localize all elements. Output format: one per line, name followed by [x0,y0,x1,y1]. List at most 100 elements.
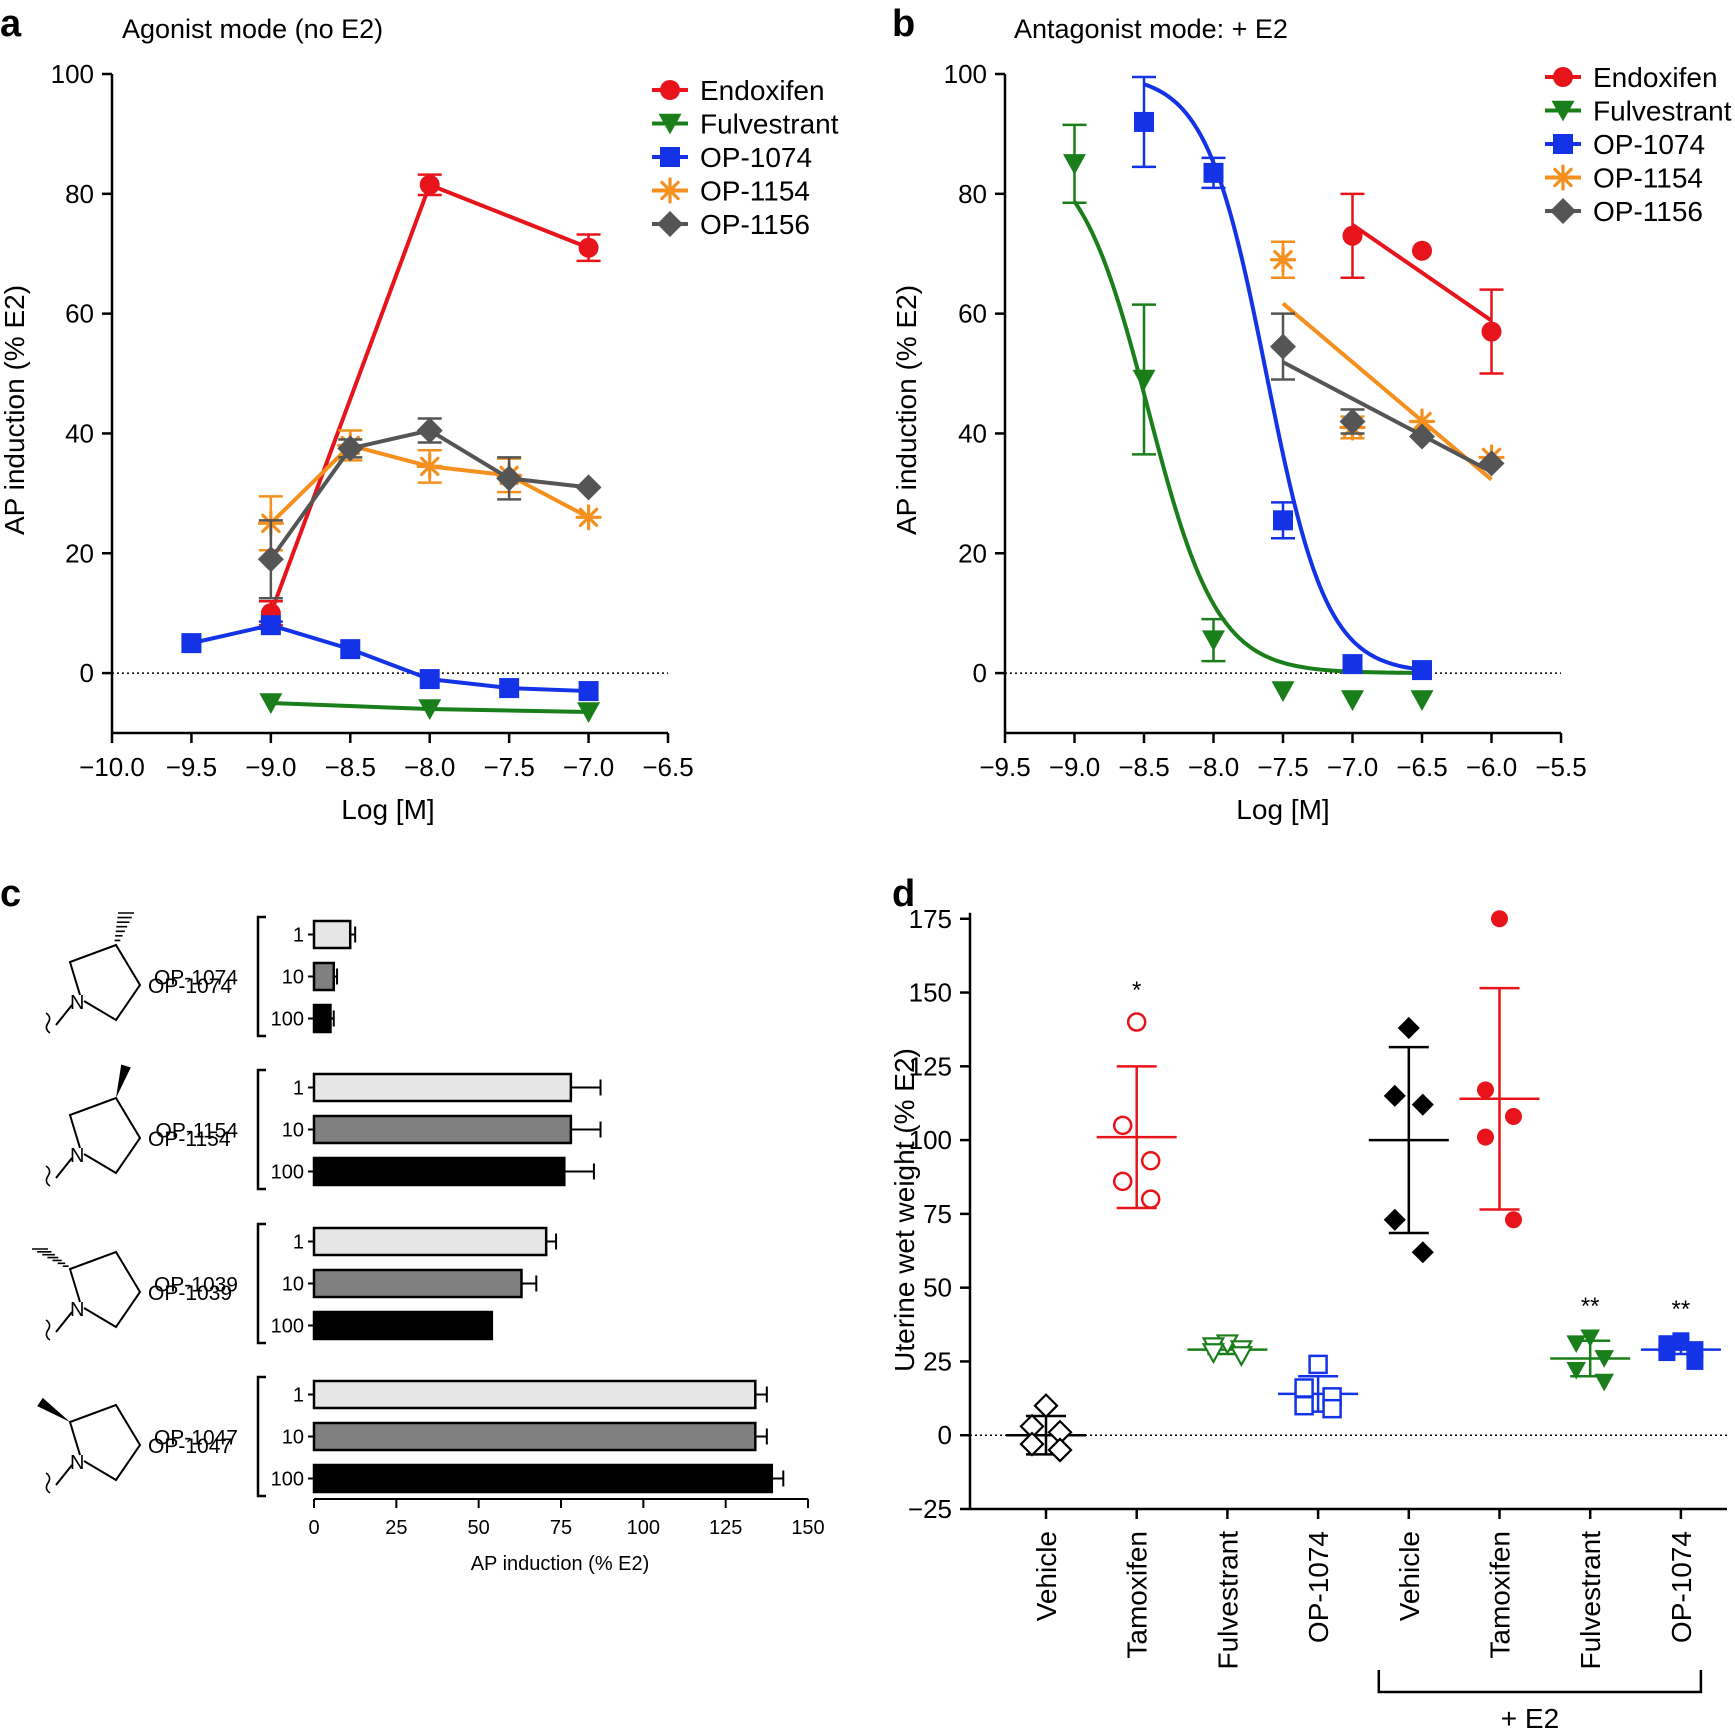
panel-c-bar [312,1379,757,1410]
panel-c-bar [312,1226,548,1257]
panel-d-group-4-op-1074: OP-1074 [1278,1354,1359,1643]
panel-c-group-op-1047: OP-1047 1 10 100 N OP-1047 [37,1375,785,1498]
panel-a-legend-marker [658,113,682,135]
panel-b-op-1154-point [1408,408,1436,435]
panel-b-series-op-1074 [1132,75,1432,681]
panel-b-legend-marker [1553,67,1573,87]
panel-a-ytick-label: 20 [65,538,94,568]
panel-a-endoxifen-line [268,182,590,614]
panel-b-fulvestrant-point [1341,690,1364,711]
panel-d-point [1383,1084,1406,1107]
panel-c-bar [312,1421,757,1452]
panel-a-title: Agonist mode (no E2) [122,14,383,44]
panel-d-xtick-label: OP-1074 [1666,1531,1697,1643]
panel-a-ytick-label: 80 [65,179,94,209]
panel-d-group-7-fulvestrant: Fulvestrant ** [1550,1293,1631,1670]
panel-d-point [1477,1128,1494,1146]
panel-b-op-1074-point [1342,654,1363,675]
panel-d-point [1566,1361,1586,1380]
structure-wavy-bond [45,1319,51,1341]
panel-a-xtick-label: −8.5 [325,752,376,782]
panel-a-op-1156-point [337,435,364,462]
panel-a-xtick-label: −6.5 [642,752,693,782]
panel-b-op-1156-point [1409,423,1435,450]
panel-b-endoxifen-point [1342,225,1363,246]
panel-a-op-1074-point [340,639,361,660]
panel-a-xtick-label: −8.0 [404,752,455,782]
panel-b-ylabel: AP induction (% E2) [891,285,922,535]
panel-a-legend-label: OP-1156 [700,209,810,240]
panel-d-significance: ** [1581,1293,1600,1320]
panel-d-point [1505,1107,1522,1125]
panel-d-significance: * [1132,977,1141,1004]
panel-b-op-1156-point [1339,408,1366,435]
panel-d-ytick-label: 150 [909,978,952,1008]
panel-d-point [1566,1335,1586,1354]
panel-c-level-label: 100 [271,1469,304,1491]
panel-b-op-1154-point [1269,246,1297,273]
panel-d-xtick-label: Vehicle [1394,1531,1425,1621]
panel-c-bar [312,1463,774,1494]
panel-b-series-endoxifen [1340,192,1504,375]
panel-a-op-1074-point [578,681,599,702]
panel-d-point [1491,910,1508,928]
panel-c-bar [312,961,336,992]
panel-a-fulvestrant-point [418,699,442,720]
panel-a-legend-label: OP-1074 [700,142,812,173]
panel-a-fulvestrant-point [577,702,601,723]
panel-a-legend-marker [657,211,683,237]
panel-c-plot: 0 25 50 75 100 125 150OP-1074110100NOP-1074OP-… [32,912,825,1539]
panel-c-xtick-label: 50 [468,1517,490,1539]
panel-b-ytick-label: 60 [958,299,987,329]
panel-b-ytick-label: 0 [973,658,987,688]
panel-a-endoxifen-point [419,174,440,195]
panel-b-op-1156-point [1270,333,1296,360]
structure-wavy-bond [45,1012,51,1034]
panel-b-op-1156-point [1478,450,1505,477]
panel-b-xtick-label: −9.0 [1049,752,1100,782]
panel-d-group-3-fulvestrant: Fulvestrant [1187,1334,1268,1670]
panel-d-ytick-label: 50 [923,1273,952,1303]
panel-d-point [1308,1354,1328,1375]
panel-c-bar [312,1003,332,1034]
panel-b-series-op-1154 [1269,240,1505,482]
panel-c-bar [312,1072,573,1103]
panel-c-structure-op-1047: N OP-1047 [37,1397,232,1494]
panel-c-level-label: 10 [282,1120,304,1142]
structure-n-bond [55,1004,73,1026]
structure-compound-label: OP-1074 [148,975,232,998]
panel-c-level-label: 1 [293,1232,304,1254]
panel-b-op-1074-point [1203,162,1224,183]
panel-a-series-fulvestrant [259,693,601,723]
panel-b-xtick-label: −7.0 [1327,752,1378,782]
panel-b-xtick-label: −9.5 [979,752,1030,782]
panel-d-xtick-label: Tamoxifen [1485,1531,1516,1659]
panel-a-ytick-label: 100 [51,59,94,89]
structure-ring [68,1096,142,1175]
panel-a-xtick-label: −7.5 [483,752,534,782]
panel-a-ytick-label: 40 [65,418,94,448]
structure-n-bond [55,1464,73,1486]
panel-d-ytick-label: −25 [908,1494,952,1524]
panel-b-op-1074-point [1273,510,1293,531]
panel-b-ytick-label: 80 [958,179,987,209]
panel-d-ytick-label: 25 [923,1346,952,1376]
panel-c-structure-op-1039: N OP-1039 [32,1248,232,1341]
panel-b-ytick-label: 100 [944,59,987,89]
panel-c-group-bracket [256,1375,266,1498]
panel-c-structure-op-1154: N OP-1154 [45,1064,231,1187]
structure-wavy-bond [45,1472,51,1494]
panel-a-op-1154-point [575,504,602,531]
panel-d-point [1294,1395,1314,1416]
panel-b-xtick-label: −8.5 [1118,752,1169,782]
panel-d-point [1126,1012,1147,1032]
panel-c-group-bracket [256,1068,266,1191]
panel-c-level-label: 1 [293,925,304,947]
panel-a-op-1074-point [499,678,520,699]
structure-hashed-bond [114,912,134,942]
panel-b-legend-label: OP-1154 [1593,163,1703,194]
panel-d-point [1019,1431,1045,1457]
structure-nitrogen-atom: N [70,992,84,1014]
panel-c-bar [312,919,352,950]
